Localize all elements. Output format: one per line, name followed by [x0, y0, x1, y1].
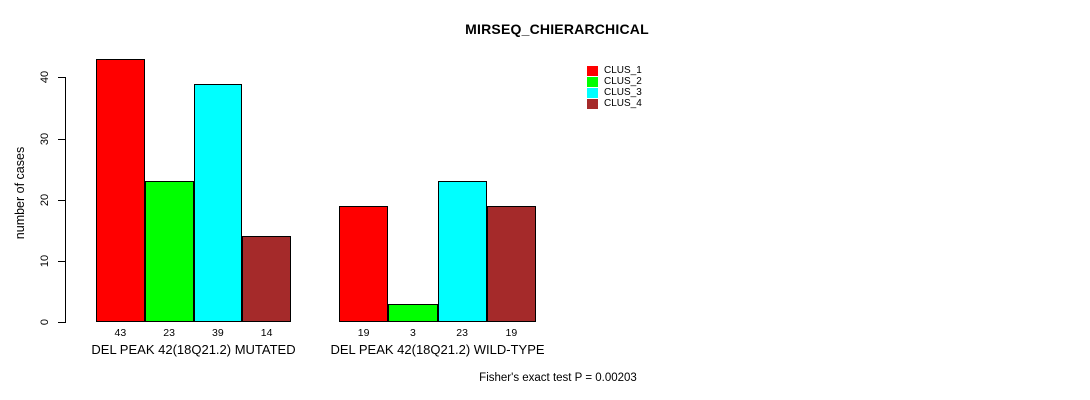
y-tick-label: 10: [39, 254, 51, 267]
y-tick: [58, 138, 65, 140]
bar-clus_4: [242, 236, 291, 322]
group-label: DEL PEAK 42(18Q21.2) WILD-TYPE: [330, 342, 545, 357]
y-tick: [58, 322, 65, 323]
bar-value-label: 43: [114, 327, 127, 339]
bar-clus_3: [193, 83, 243, 322]
y-tick: [58, 77, 65, 79]
bar-clus_1: [96, 59, 145, 322]
legend-row: CLUS_4: [587, 99, 642, 109]
bar-value-label: 3: [409, 327, 416, 339]
legend-swatch: [587, 88, 598, 98]
y-tick: [58, 260, 65, 262]
legend-swatch: [587, 66, 598, 76]
bar-clus_4: [486, 205, 536, 322]
y-tick-label: 30: [39, 132, 51, 145]
y-axis-line: [65, 77, 66, 323]
bar-value-label: 19: [357, 327, 370, 339]
bar-value-label: 23: [456, 327, 468, 339]
bar-clus_2: [144, 181, 194, 322]
legend-label: CLUS_2: [604, 76, 642, 87]
group-label: DEL PEAK 42(18Q21.2) MUTATED: [91, 342, 296, 357]
bar-value-label: 39: [212, 327, 224, 339]
y-axis-label: number of cases: [13, 146, 27, 240]
legend-swatch: [587, 99, 598, 109]
bar-value-label: 23: [163, 327, 175, 339]
bar-clus_1: [339, 205, 389, 322]
legend-label: CLUS_3: [604, 87, 642, 98]
legend: CLUS_1 CLUS_2 CLUS_3 CLUS_4: [587, 66, 642, 109]
bar-clus_3: [437, 181, 487, 322]
legend-row: CLUS_3: [587, 88, 642, 98]
annotation-text: Fisher's exact test P = 0.00203: [479, 372, 637, 384]
chart-title: MIRSEQ_CHIERARCHICAL: [465, 21, 649, 37]
legend-row: CLUS_1: [587, 66, 642, 76]
legend-swatch: [587, 77, 598, 87]
legend-label: CLUS_4: [604, 98, 642, 109]
y-tick-label: 40: [39, 71, 51, 84]
legend-label: CLUS_1: [604, 65, 642, 76]
y-tick-label: 20: [39, 193, 51, 206]
bar-value-label: 14: [260, 327, 273, 339]
y-tick: [58, 199, 65, 201]
bar-value-label: 19: [505, 327, 518, 339]
bar-clus_2: [388, 303, 438, 322]
legend-row: CLUS_2: [587, 77, 642, 87]
y-tick-label: 0: [39, 318, 51, 326]
